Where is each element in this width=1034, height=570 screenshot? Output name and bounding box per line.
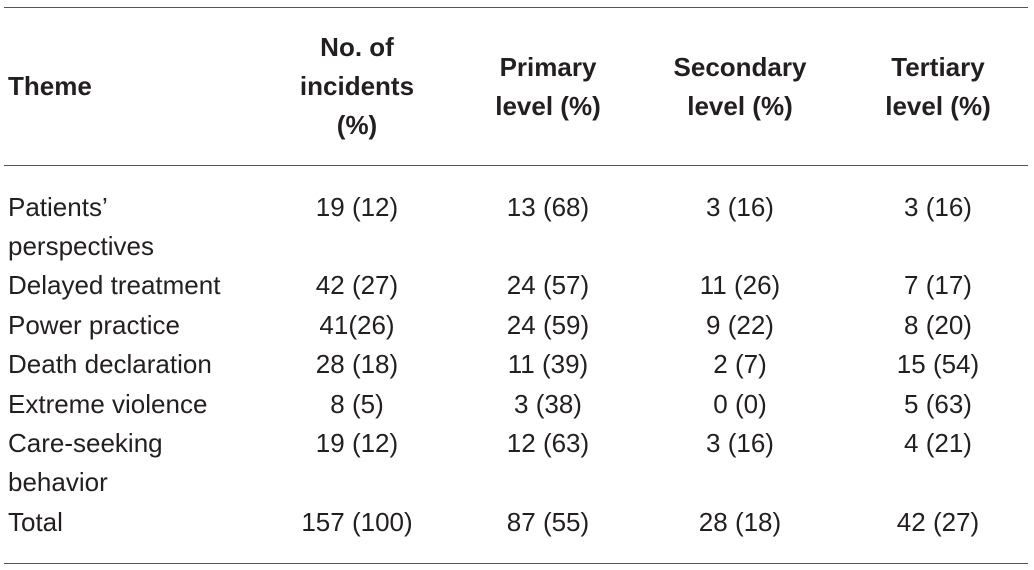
cell-tertiary: 4 (21) xyxy=(904,428,972,458)
cell-tertiary: 3 (16) xyxy=(904,192,972,222)
cell-primary: 11 (39) xyxy=(507,349,589,379)
header-secondary-line: level (%) xyxy=(687,91,793,121)
cell-tertiary: 5 (63) xyxy=(904,389,972,419)
cell-theme: Patients’ perspectives xyxy=(8,188,154,266)
cell-incidents: 28 (18) xyxy=(315,349,399,379)
header-incidents-line: incidents xyxy=(299,71,415,101)
cell-secondary: 3 (16) xyxy=(706,192,774,222)
cell-incidents: 8 (5) xyxy=(330,389,384,419)
cell-incidents: 19 (12) xyxy=(315,428,399,458)
header-rule xyxy=(4,165,1028,166)
cell-incidents: 41(26) xyxy=(319,310,395,340)
header-primary-line: Primary xyxy=(499,52,597,82)
header-incidents-line: No. of xyxy=(320,32,394,62)
header-primary-line: level (%) xyxy=(495,91,601,121)
cell-tertiary: 42 (27) xyxy=(896,507,980,537)
cell-secondary: 0 (0) xyxy=(713,389,767,419)
cell-incidents: 19 (12) xyxy=(315,192,399,222)
cell-theme-line: Patients’ xyxy=(8,192,108,222)
cell-tertiary: 15 (54) xyxy=(896,349,980,379)
cell-secondary: 28 (18) xyxy=(698,507,782,537)
header-secondary-line: Secondary xyxy=(673,52,807,82)
header-incidents-line: (%) xyxy=(336,110,378,140)
cell-tertiary: 8 (20) xyxy=(904,310,972,340)
cell-incidents: 42 (27) xyxy=(315,270,399,300)
cell-incidents: 157 (100) xyxy=(301,507,413,537)
bottom-rule xyxy=(4,563,1028,564)
cell-primary: 87 (55) xyxy=(506,507,590,537)
cell-secondary: 2 (7) xyxy=(713,349,767,379)
header-tertiary-line: level (%) xyxy=(885,91,991,121)
cell-theme: Extreme violence xyxy=(8,389,208,419)
cell-primary: 24 (59) xyxy=(506,310,590,340)
header-secondary: Secondary level (%) xyxy=(640,48,840,126)
cell-primary: 12 (63) xyxy=(506,428,590,458)
cell-theme-line: perspectives xyxy=(8,231,154,261)
cell-secondary: 9 (22) xyxy=(706,310,774,340)
cell-theme-line: behavior xyxy=(8,467,108,497)
cell-theme: Power practice xyxy=(8,310,180,340)
cell-theme-line: Care-seeking xyxy=(8,428,163,458)
cell-primary: 3 (38) xyxy=(514,389,582,419)
cell-theme: Total xyxy=(8,507,63,537)
cell-theme: Death declaration xyxy=(8,349,212,379)
cell-theme: Care-seeking behavior xyxy=(8,424,163,502)
cell-theme: Delayed treatment xyxy=(8,270,221,300)
header-incidents: No. of incidents (%) xyxy=(257,28,457,145)
cell-primary: 24 (57) xyxy=(506,270,590,300)
cell-primary: 13 (68) xyxy=(506,192,590,222)
cell-secondary: 3 (16) xyxy=(706,428,774,458)
header-tertiary-line: Tertiary xyxy=(891,52,985,82)
header-tertiary: Tertiary level (%) xyxy=(838,48,1034,126)
header-theme: Theme xyxy=(8,71,92,101)
cell-tertiary: 7 (17) xyxy=(904,270,972,300)
header-primary: Primary level (%) xyxy=(448,48,648,126)
top-rule xyxy=(4,7,1028,8)
cell-secondary: 11 (26) xyxy=(699,270,781,300)
